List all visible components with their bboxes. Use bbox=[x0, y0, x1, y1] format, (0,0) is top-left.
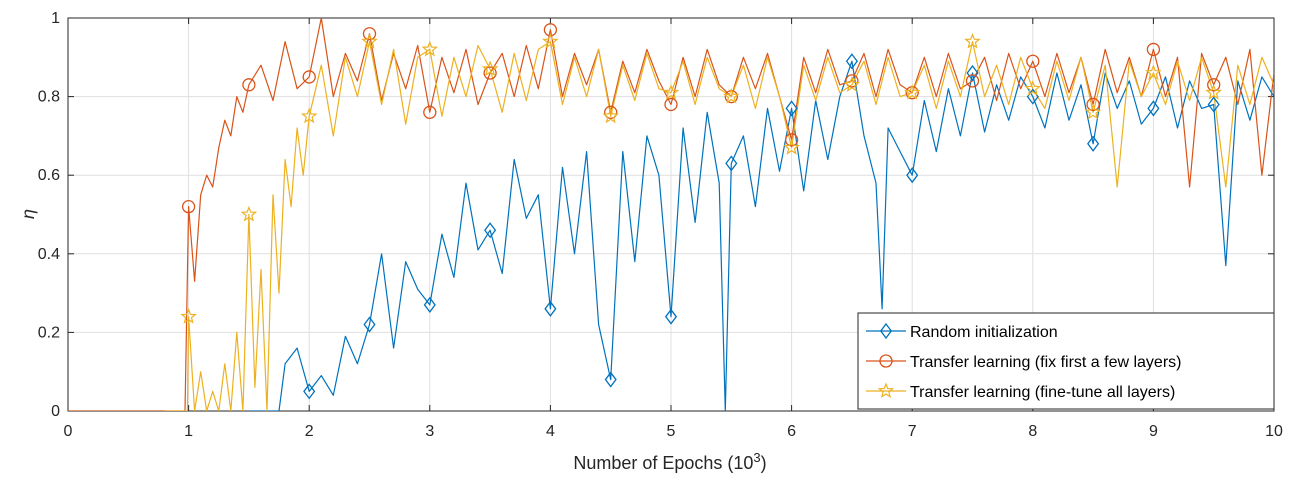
marker-layer bbox=[180, 23, 1222, 400]
series-3-marker bbox=[481, 60, 499, 77]
series-3-marker bbox=[421, 40, 439, 57]
series-1-marker bbox=[303, 383, 316, 400]
series-3-marker bbox=[361, 32, 378, 49]
x-tick-label: 7 bbox=[908, 423, 917, 440]
series-line-1 bbox=[248, 60, 1274, 411]
y-axis-label: η bbox=[18, 209, 38, 219]
series-1-marker bbox=[1147, 100, 1160, 117]
series-3-marker bbox=[1145, 64, 1162, 81]
y-tick-label: 0 bbox=[51, 403, 60, 420]
series-1-marker bbox=[484, 222, 497, 239]
x-tick-label: 6 bbox=[787, 423, 796, 440]
series-2-marker bbox=[845, 74, 859, 88]
series-2-marker bbox=[1146, 42, 1161, 57]
series-line-3 bbox=[164, 41, 1274, 411]
series-1-marker bbox=[1087, 135, 1100, 152]
x-tick-label: 9 bbox=[1149, 423, 1158, 440]
series-1-marker bbox=[604, 371, 617, 388]
y-tick-label: 1 bbox=[51, 10, 60, 27]
series-1-marker bbox=[423, 296, 436, 313]
series-1-marker bbox=[664, 308, 678, 325]
series-2-marker bbox=[784, 133, 799, 147]
series-2-marker bbox=[483, 66, 497, 80]
series-2-marker bbox=[181, 199, 196, 214]
x-tick-label: 5 bbox=[667, 423, 676, 440]
x-axis-label: Number of Epochs (103) bbox=[573, 450, 766, 474]
series-3-marker bbox=[180, 308, 197, 324]
series-2-marker bbox=[1026, 54, 1040, 68]
series-2-marker bbox=[242, 78, 256, 92]
y-tick-label: 0.2 bbox=[38, 324, 60, 341]
y-tick-label: 0.4 bbox=[38, 246, 60, 263]
x-tick-label: 8 bbox=[1028, 423, 1037, 440]
series-3-marker bbox=[1205, 84, 1222, 100]
series-2-marker bbox=[1207, 78, 1221, 92]
x-axis-label-exponent: 3 bbox=[753, 450, 760, 465]
series-3-marker bbox=[903, 84, 921, 100]
y-tick-label: 0.8 bbox=[38, 89, 60, 106]
legend-box bbox=[857, 312, 1275, 410]
series-3-marker bbox=[722, 87, 740, 104]
series-1-marker bbox=[845, 53, 858, 70]
legend-marker-2 bbox=[879, 354, 893, 368]
series-3-marker bbox=[602, 107, 619, 124]
series-2-marker bbox=[362, 27, 377, 41]
series-2-marker bbox=[664, 97, 678, 112]
series-3-marker bbox=[964, 32, 981, 49]
series-1-marker bbox=[544, 300, 557, 317]
x-axis-label-close: ) bbox=[761, 453, 767, 473]
x-axis-label-main: Number of Epochs (10 bbox=[573, 453, 753, 473]
legend-marker-3 bbox=[877, 382, 895, 399]
legend-marker-1 bbox=[879, 322, 893, 340]
series-1-marker bbox=[725, 155, 738, 172]
x-tick-label: 4 bbox=[546, 423, 555, 440]
legend: Random initialization Transfer learning (… bbox=[857, 312, 1275, 410]
series-2-marker bbox=[1086, 97, 1100, 112]
series-3-marker bbox=[300, 107, 318, 124]
series-3-marker bbox=[542, 32, 559, 49]
x-tick-label: 10 bbox=[1265, 423, 1283, 440]
x-tick-label: 3 bbox=[425, 423, 434, 440]
series-3-marker bbox=[662, 84, 680, 100]
series-3-marker bbox=[843, 76, 861, 92]
series-3-marker bbox=[783, 139, 800, 155]
y-tick-label: 0.6 bbox=[38, 167, 60, 184]
series-1-marker bbox=[906, 167, 919, 184]
series-line-2 bbox=[68, 18, 1274, 411]
series-1-marker bbox=[966, 64, 979, 82]
series-layer bbox=[68, 18, 1274, 411]
series-3-marker bbox=[1024, 80, 1042, 96]
series-2-marker bbox=[965, 74, 980, 88]
series-2-marker bbox=[423, 105, 437, 119]
series-2-marker bbox=[302, 70, 316, 84]
series-1-marker bbox=[1207, 96, 1220, 113]
x-tick-label: 1 bbox=[184, 423, 193, 440]
legend-label-2: Transfer learning (fix first a few layer… bbox=[910, 354, 1181, 371]
tick-labels: 0 1 2 3 4 5 6 7 8 9 10 0 0.2 0.4 0.6 0.8 1 bbox=[38, 10, 1283, 440]
series-1-marker bbox=[785, 100, 798, 117]
x-tick-label: 0 bbox=[64, 423, 73, 440]
series-3-marker bbox=[240, 205, 258, 222]
series-2-marker bbox=[604, 105, 618, 119]
x-tick-label: 2 bbox=[305, 423, 314, 440]
series-1-marker bbox=[363, 316, 376, 333]
legend-label-1: Random initialization bbox=[910, 324, 1058, 341]
legend-label-3: Transfer learning (fine-tune all layers) bbox=[910, 384, 1175, 401]
series-3-marker bbox=[1084, 103, 1102, 120]
